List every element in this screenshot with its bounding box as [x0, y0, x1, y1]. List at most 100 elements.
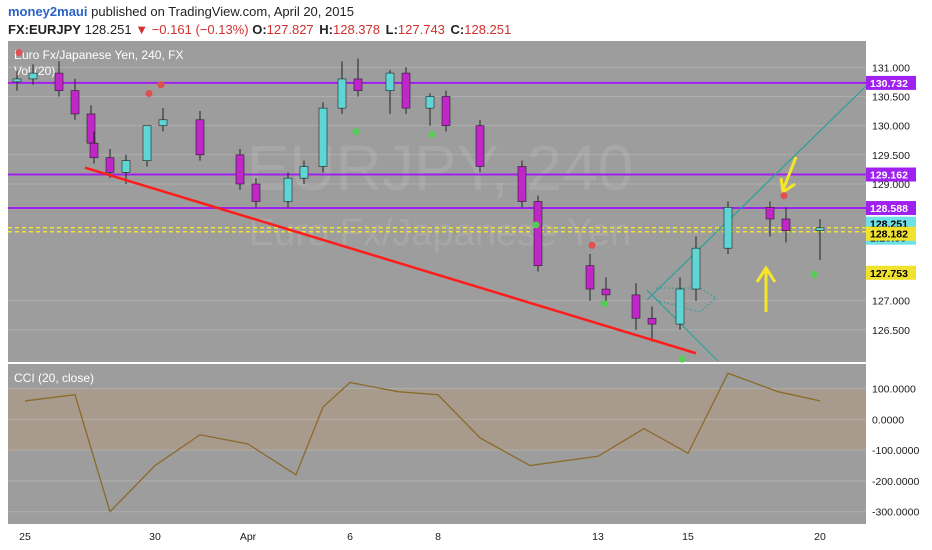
y-axis-labels: 131.000 130.500 130.000 129.500 129.000 127.0…	[872, 62, 919, 518]
price-tag-box	[866, 226, 916, 241]
change-down-icon: ▼	[135, 22, 149, 37]
candle	[28, 64, 38, 85]
arrow-up-icon	[755, 265, 777, 312]
cci-band	[8, 388, 866, 451]
candle-body	[195, 119, 205, 156]
channel-lower-line[interactable]	[646, 289, 719, 362]
date-tick-label: 13	[592, 531, 604, 543]
candle-body	[353, 78, 363, 91]
candle-body	[425, 96, 435, 109]
price-tag-label: 127.753	[870, 268, 908, 280]
candle	[533, 195, 543, 272]
candle-body	[12, 78, 22, 83]
candle	[299, 160, 309, 184]
signal-marker	[678, 355, 686, 363]
candle-body	[441, 96, 451, 126]
candles[interactable]	[12, 58, 825, 342]
candle-body	[54, 72, 64, 91]
cci-pane[interactable]	[8, 364, 866, 524]
candle	[105, 148, 115, 179]
high-value: 128.378	[333, 22, 380, 37]
grid	[8, 66, 866, 513]
candle	[337, 61, 347, 114]
candle	[353, 58, 363, 97]
price-tag: 128.182	[866, 226, 916, 241]
candle-body	[158, 119, 168, 126]
candle	[12, 70, 22, 91]
instrument-legend[interactable]: Euro Fx/Japanese Yen, 240, FX	[14, 48, 183, 62]
low-label: L:	[385, 22, 398, 37]
signal-marker	[352, 127, 360, 135]
signal-marker	[588, 241, 596, 249]
candle-body	[283, 177, 293, 202]
candle	[401, 67, 411, 114]
candle-body	[601, 288, 611, 296]
candle-body	[337, 78, 347, 109]
price-tag-label: 128.588	[870, 203, 908, 215]
candle	[441, 90, 451, 132]
candle-body	[675, 288, 685, 325]
candle	[675, 277, 685, 330]
date-tick-label: Apr	[240, 531, 257, 543]
candle	[765, 201, 775, 237]
candle	[585, 254, 595, 301]
candle	[235, 148, 245, 190]
candle	[195, 111, 205, 161]
price-tag-label: 128.182	[870, 229, 908, 241]
signal-marker	[600, 300, 608, 308]
candle	[691, 236, 701, 301]
candle-body	[401, 72, 411, 109]
cci-axis[interactable]	[866, 364, 932, 524]
cci-tick-label: -300.0000	[872, 507, 919, 519]
volume-legend[interactable]: Vol (20)	[14, 64, 55, 78]
pattern-outline[interactable]	[655, 287, 717, 313]
cci-line-layer	[24, 372, 821, 513]
price-tag-label: 129.162	[870, 170, 908, 182]
close-label: C:	[450, 22, 465, 37]
candle	[283, 172, 293, 208]
high-label: H:	[319, 22, 333, 37]
channel-upper-line[interactable]	[646, 85, 867, 301]
published-text: published on TradingView.com, April 20, …	[91, 4, 354, 19]
candle	[89, 131, 99, 164]
trend-line-layer	[84, 166, 697, 355]
date-tick-label: 25	[19, 531, 31, 543]
signal-marker	[532, 221, 540, 229]
x-axis-labels: 25 30 Apr 6 8 13 15 20	[19, 531, 826, 543]
time-axis[interactable]	[0, 524, 932, 550]
author-link[interactable]: money2maui	[8, 4, 88, 19]
candle-body	[318, 107, 328, 167]
price-tag: 127.753	[866, 265, 916, 280]
candle-body	[691, 247, 701, 290]
price-tag: 128.588	[866, 201, 916, 216]
candle-body	[723, 207, 733, 249]
price-tag-box	[866, 265, 916, 280]
price-tag-box	[866, 75, 916, 90]
price-tick-label: 129.500	[872, 150, 910, 162]
price-tick-label: 126.500	[872, 325, 910, 337]
watermark-name: Euro Fx/Japanese Yen	[249, 212, 631, 254]
candle-body	[89, 142, 99, 159]
cci-legend[interactable]: CCI (20, close)	[14, 371, 94, 385]
cci-tick-label: -100.0000	[872, 445, 919, 457]
candle	[385, 70, 395, 114]
candle-body	[647, 317, 657, 325]
candle-body	[533, 201, 543, 266]
date-tick-label: 20	[814, 531, 826, 543]
candle	[70, 78, 80, 120]
candle	[815, 219, 825, 260]
signal-marker	[157, 81, 165, 89]
price-tag-box	[866, 201, 916, 216]
open-label: O:	[252, 22, 267, 37]
symbol-label[interactable]: FX:EURJPY	[8, 22, 81, 37]
candle	[631, 283, 641, 330]
price-tag-box	[866, 167, 916, 182]
price-tags: 130.732129.162128.588128.2511:20:38128.1…	[866, 75, 916, 280]
cci-tick-label: 100.0000	[872, 384, 916, 396]
publish-line: money2maui published on TradingView.com,…	[8, 4, 354, 19]
candle	[425, 93, 435, 126]
candle-body	[385, 72, 395, 91]
horizontal-lines	[8, 81, 866, 233]
price-tick-label: 130.000	[872, 121, 910, 133]
